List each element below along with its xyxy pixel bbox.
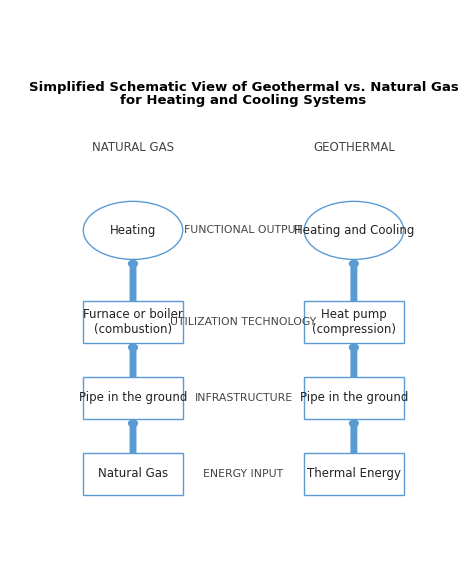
Text: Heating and Cooling: Heating and Cooling <box>294 224 414 237</box>
FancyBboxPatch shape <box>304 376 404 419</box>
Text: Heating: Heating <box>110 224 156 237</box>
FancyBboxPatch shape <box>83 376 183 419</box>
FancyBboxPatch shape <box>304 300 404 343</box>
Ellipse shape <box>83 201 183 259</box>
FancyBboxPatch shape <box>83 452 183 495</box>
Text: ENERGY INPUT: ENERGY INPUT <box>203 469 284 478</box>
Text: INFRASTRUCTURE: INFRASTRUCTURE <box>194 393 293 403</box>
Text: Pipe in the ground: Pipe in the ground <box>79 392 187 404</box>
Text: Heat pump
(compression): Heat pump (compression) <box>312 308 396 336</box>
Text: Thermal Energy: Thermal Energy <box>307 467 401 480</box>
Text: Simplified Schematic View of Geothermal vs. Natural Gas: Simplified Schematic View of Geothermal … <box>28 81 458 94</box>
Text: UTILIZATION TECHNOLOGY: UTILIZATION TECHNOLOGY <box>171 317 316 327</box>
FancyBboxPatch shape <box>304 452 404 495</box>
Text: Pipe in the ground: Pipe in the ground <box>300 392 408 404</box>
Text: Furnace or boiler
(combustion): Furnace or boiler (combustion) <box>83 308 183 336</box>
Text: Natural Gas: Natural Gas <box>98 467 168 480</box>
Text: FUNCTIONAL OUTPUT: FUNCTIONAL OUTPUT <box>184 226 303 235</box>
Text: NATURAL GAS: NATURAL GAS <box>92 142 174 154</box>
Ellipse shape <box>304 201 404 259</box>
FancyBboxPatch shape <box>83 300 183 343</box>
Text: for Heating and Cooling Systems: for Heating and Cooling Systems <box>120 94 367 107</box>
Text: GEOTHERMAL: GEOTHERMAL <box>313 142 395 154</box>
